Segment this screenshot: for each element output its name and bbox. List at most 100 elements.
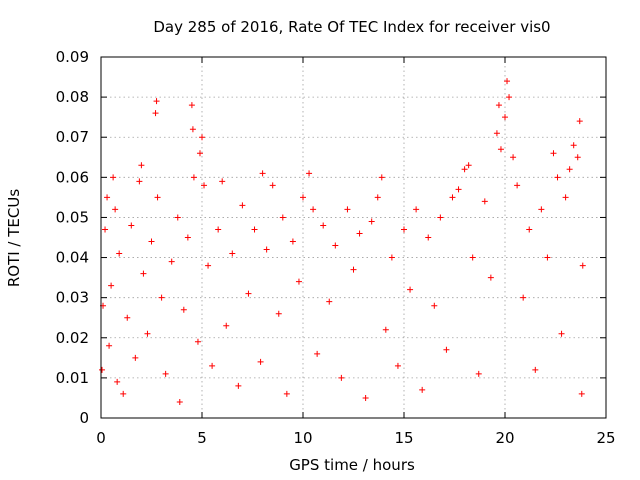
data-point — [162, 370, 169, 377]
data-point — [578, 390, 585, 397]
data-point — [475, 370, 482, 377]
y-tick-label: 0.04 — [56, 249, 89, 267]
data-point — [289, 238, 296, 245]
data-point — [502, 114, 508, 121]
data-point — [190, 174, 197, 181]
chart-title: Day 285 of 2016, Rate Of TEC Index for r… — [153, 18, 550, 36]
data-point — [394, 362, 401, 369]
y-tick-label: 0.07 — [56, 128, 89, 146]
data-point — [579, 262, 586, 269]
data-point — [574, 154, 581, 161]
data-point — [497, 146, 504, 153]
data-point — [356, 230, 363, 237]
x-axis-label: GPS time / hours — [289, 456, 415, 474]
data-point — [449, 194, 456, 201]
y-tick-labels: 0 0.01 0.02 0.03 0.04 0.05 0.06 0.07 0.08 0.09 — [56, 48, 89, 427]
y-tick-label: 0.02 — [56, 329, 89, 347]
data-point — [437, 214, 444, 221]
data-point — [180, 306, 187, 313]
data-point — [251, 226, 258, 233]
data-point — [401, 226, 407, 233]
data-point — [184, 234, 191, 241]
data-point — [520, 294, 527, 301]
data-point — [275, 310, 282, 317]
data-point — [209, 362, 216, 369]
data-point — [413, 206, 420, 213]
data-point — [245, 290, 252, 297]
data-point — [108, 282, 115, 289]
data-point — [235, 382, 242, 389]
data-point — [114, 378, 121, 385]
data-point — [461, 166, 468, 173]
data-point — [431, 302, 438, 309]
data-point — [144, 330, 151, 337]
data-point — [407, 286, 414, 293]
y-tick-label: 0.01 — [56, 369, 89, 387]
data-point — [538, 206, 545, 213]
data-point — [263, 246, 270, 253]
data-point — [188, 102, 195, 109]
data-point — [196, 150, 203, 157]
data-point — [176, 398, 183, 405]
data-point — [223, 322, 230, 329]
data-point — [469, 254, 476, 261]
data-point — [382, 326, 389, 333]
data-point — [152, 110, 159, 117]
data-point — [140, 270, 147, 277]
data-point — [374, 194, 381, 201]
data-point — [138, 162, 145, 169]
x-tick-label: 10 — [293, 429, 312, 447]
data-point — [168, 258, 175, 265]
data-point — [493, 130, 500, 137]
data-point — [378, 174, 385, 181]
data-point — [120, 390, 127, 397]
data-point — [300, 194, 306, 201]
data-point — [338, 374, 345, 381]
data-point — [215, 226, 222, 233]
data-point — [368, 218, 375, 225]
data-point — [362, 394, 369, 401]
data-point — [283, 390, 290, 397]
data-point — [128, 222, 135, 229]
data-point — [495, 102, 502, 109]
data-point — [465, 162, 472, 169]
data-point — [554, 174, 561, 181]
data-point — [104, 194, 111, 201]
data-point — [124, 314, 131, 321]
data-point — [526, 226, 533, 233]
axis-ticks — [100, 56, 607, 419]
scatter-points — [99, 78, 586, 405]
data-point — [269, 182, 276, 189]
data-point — [174, 214, 181, 221]
data-point — [506, 94, 513, 101]
data-point — [326, 298, 333, 305]
data-point — [443, 346, 450, 353]
data-point — [279, 214, 286, 221]
y-axis-label: ROTI / TECUs — [5, 189, 23, 287]
x-tick-label: 0 — [96, 429, 106, 447]
x-tick-label: 20 — [495, 429, 514, 447]
data-point — [158, 294, 165, 301]
data-point — [576, 118, 583, 125]
data-point — [112, 206, 119, 213]
data-point — [239, 202, 246, 209]
data-point — [201, 182, 208, 189]
data-point — [558, 330, 565, 337]
data-point — [257, 358, 264, 365]
data-point — [344, 206, 351, 213]
data-point — [110, 174, 117, 181]
y-tick-label: 0.08 — [56, 88, 89, 106]
data-point — [148, 238, 155, 245]
data-point — [320, 222, 327, 229]
y-tick-label: 0.03 — [56, 289, 89, 307]
x-tick-labels: 0 5 10 15 20 25 — [96, 429, 615, 447]
data-point — [388, 254, 395, 261]
data-point — [259, 170, 266, 177]
y-tick-label: 0.09 — [56, 48, 89, 66]
y-tick-label: 0.05 — [56, 208, 89, 226]
data-point — [562, 194, 569, 201]
data-point — [132, 354, 139, 361]
data-point — [455, 186, 462, 193]
data-point — [306, 170, 313, 177]
plot-frame — [100, 56, 607, 419]
